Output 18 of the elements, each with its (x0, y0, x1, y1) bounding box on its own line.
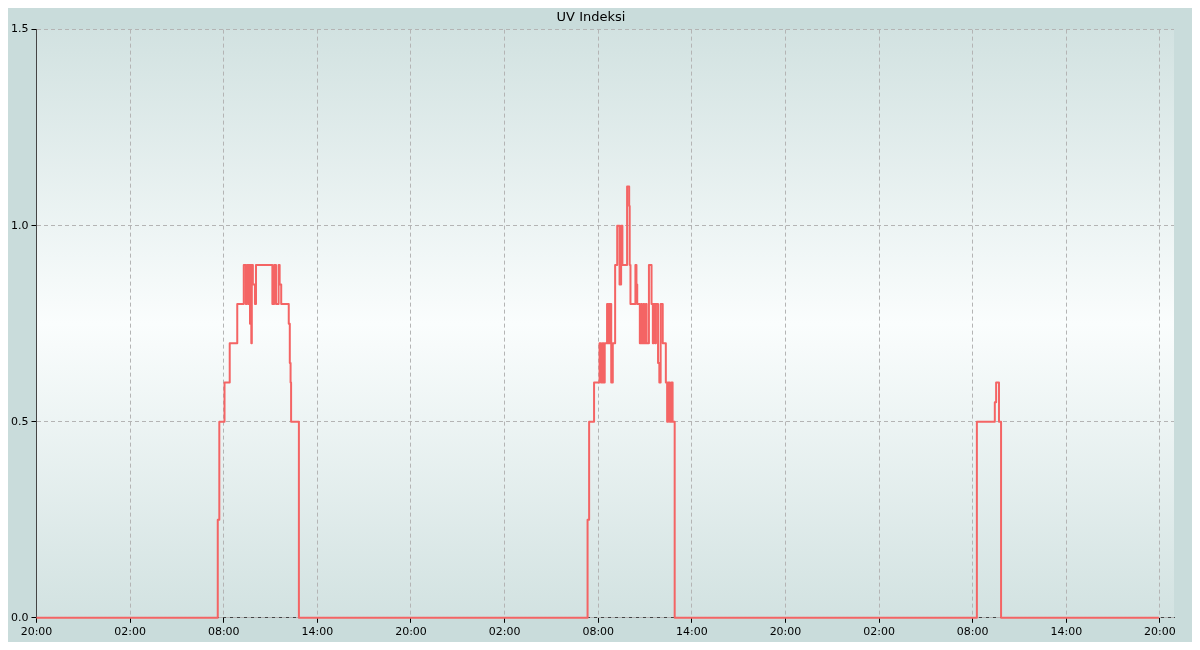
chart-title: UV Indeksi (556, 9, 626, 25)
x-tick-label: 20:00 (395, 625, 427, 639)
x-tick-label: 02:00 (863, 625, 895, 639)
x-tick-label: 02:00 (114, 625, 146, 639)
y-tick-label: 1.0 (10, 218, 29, 232)
y-tick-label: 0.5 (10, 414, 29, 428)
x-tick-label: 02:00 (488, 625, 521, 639)
x-tick-label: 14:00 (301, 625, 334, 639)
x-tick-label: 20:00 (1144, 625, 1176, 639)
x-tick-label: 20:00 (769, 625, 802, 639)
x-tick-label: 08:00 (956, 625, 989, 639)
y-tick-label: 1.5 (10, 22, 29, 36)
x-tick-label: 08:00 (207, 625, 240, 639)
x-tick-label: 14:00 (676, 625, 708, 639)
x-tick-label: 14:00 (1050, 625, 1083, 639)
x-tick-label: 08:00 (582, 625, 615, 639)
y-tick-label: 0.0 (10, 610, 29, 624)
x-tick-label: 20:00 (20, 625, 53, 639)
